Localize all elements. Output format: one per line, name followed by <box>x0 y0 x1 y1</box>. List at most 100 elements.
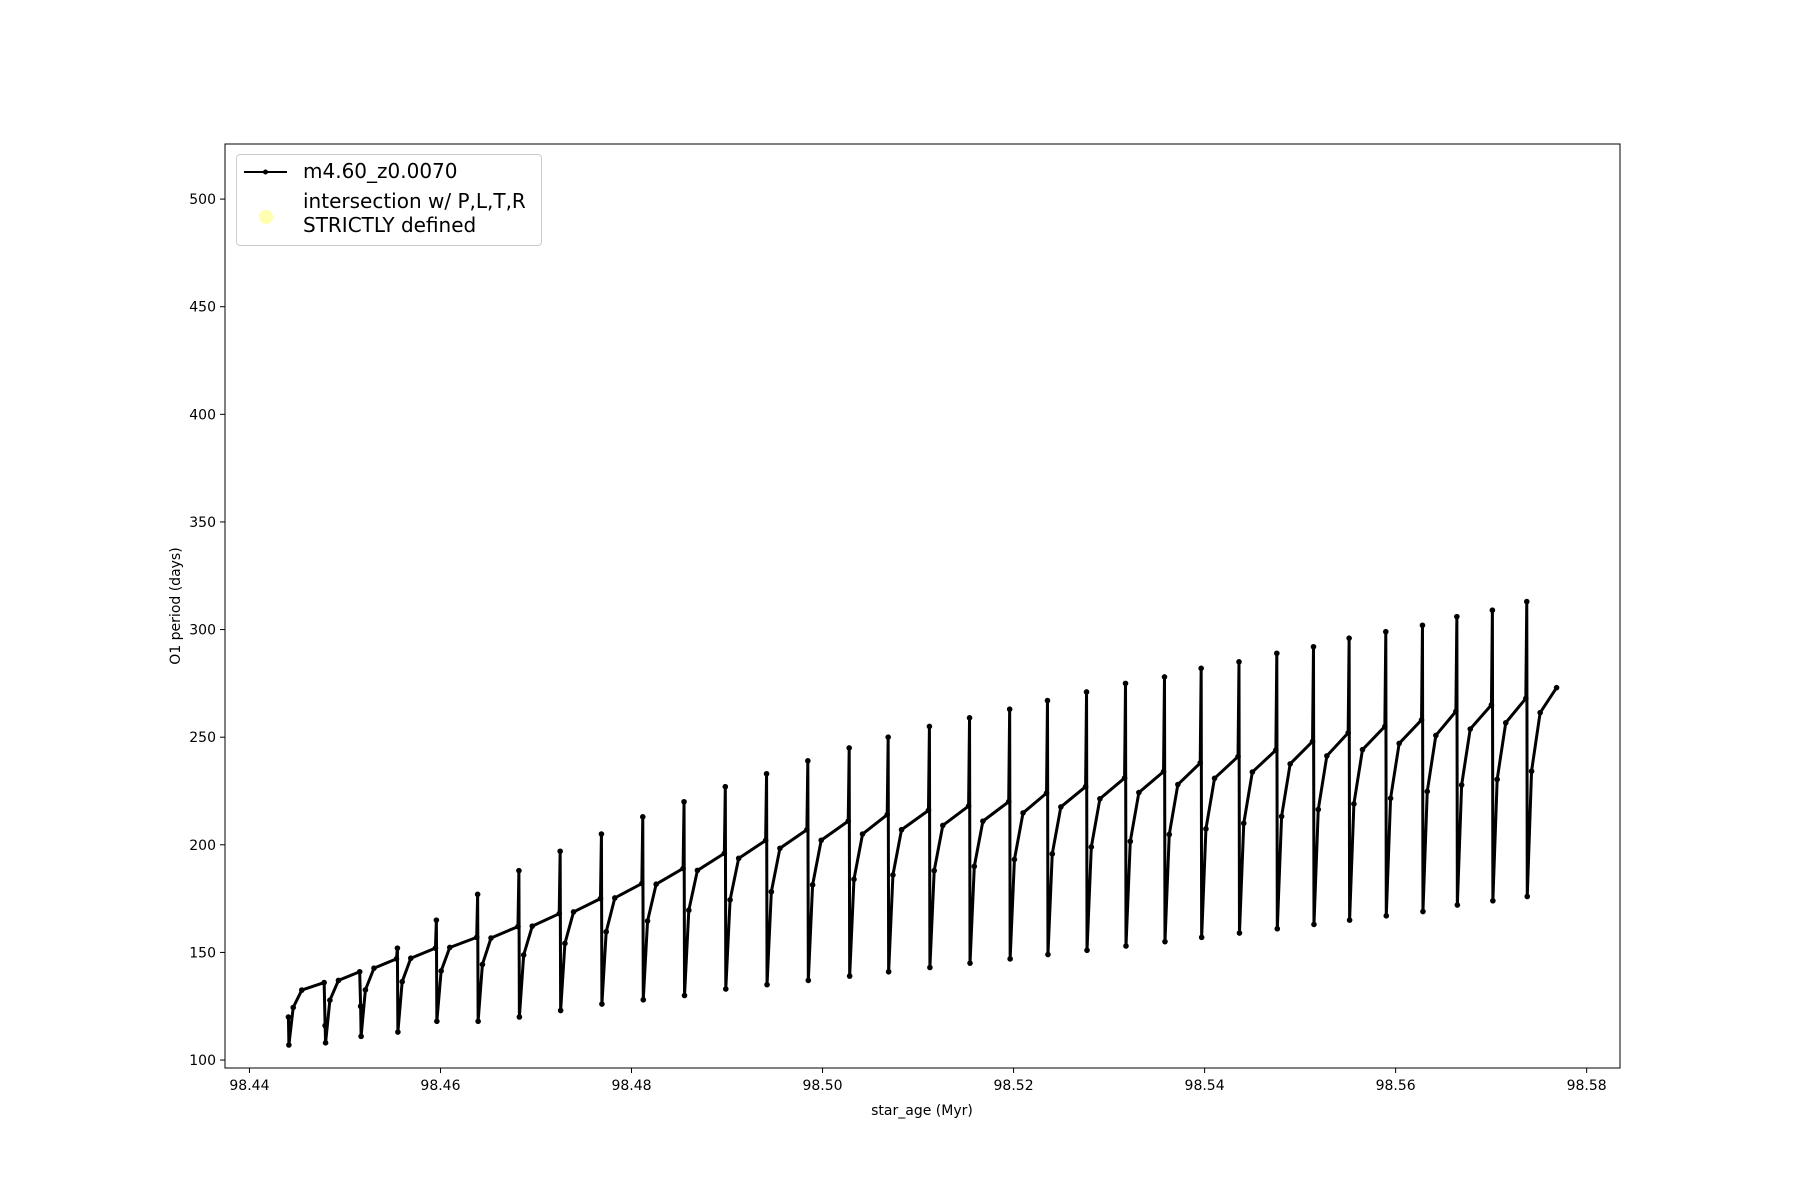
data-point <box>1396 740 1402 747</box>
data-point <box>1346 635 1352 641</box>
data-point <box>727 897 733 903</box>
data-point <box>764 981 770 988</box>
data-point <box>1045 951 1051 958</box>
data-point <box>285 1014 292 1020</box>
data-point <box>818 837 825 844</box>
data-point <box>394 945 401 951</box>
data-point <box>358 1033 364 1040</box>
data-point <box>1419 622 1426 629</box>
data-point <box>603 928 610 935</box>
data-point <box>1160 768 1167 775</box>
data-point <box>721 850 728 857</box>
data-point <box>356 968 363 975</box>
data-point <box>1084 947 1090 954</box>
data-point <box>479 961 486 968</box>
data-point <box>515 923 521 930</box>
data-point <box>1136 789 1142 796</box>
data-point <box>885 968 892 975</box>
data-point <box>971 863 978 870</box>
data-point <box>762 837 769 844</box>
x-tick-label: 98.54 <box>1185 1078 1225 1094</box>
data-point <box>1311 921 1317 928</box>
legend: m4.60_z0.0070 intersection w/ P,L,T,R ST… <box>236 154 542 246</box>
data-point <box>1058 804 1064 810</box>
data-point <box>1097 795 1103 802</box>
data-point <box>1523 598 1530 605</box>
data-point <box>1005 798 1012 805</box>
data-point <box>432 945 439 951</box>
data-point <box>1236 659 1242 665</box>
data-point <box>640 996 647 1003</box>
legend-scatter-key <box>259 210 273 224</box>
data-point <box>1166 831 1173 838</box>
data-point <box>1528 768 1535 774</box>
data-point <box>1382 628 1389 635</box>
data-point <box>557 1007 564 1014</box>
data-point <box>393 956 400 962</box>
y-axis-label: O1 period (days) <box>168 547 184 664</box>
data-point <box>1235 753 1241 760</box>
data-point <box>1490 897 1496 904</box>
data-point <box>1006 706 1013 713</box>
data-point <box>1467 726 1474 732</box>
data-point <box>1161 674 1168 680</box>
data-point <box>885 734 891 740</box>
data-point <box>926 723 933 730</box>
data-point <box>1310 643 1317 650</box>
data-point <box>1122 680 1129 687</box>
data-point <box>1273 747 1279 753</box>
data-point <box>1458 782 1465 788</box>
data-point <box>1274 925 1281 932</box>
y-tick-label: 400 <box>189 407 216 423</box>
data-point <box>529 923 536 929</box>
data-point <box>859 831 866 837</box>
data-point <box>1127 838 1134 845</box>
data-point <box>395 1029 401 1035</box>
data-point <box>1359 746 1366 753</box>
data-point <box>890 872 896 878</box>
data-point <box>1315 806 1322 813</box>
data-point <box>681 798 687 805</box>
data-point <box>599 1001 605 1007</box>
data-point <box>804 826 810 833</box>
data-point <box>884 811 891 818</box>
data-point <box>1346 917 1353 923</box>
y-tick-label: 450 <box>189 300 216 316</box>
data-point <box>1537 709 1543 716</box>
data-point <box>516 867 522 874</box>
data-point <box>570 909 577 915</box>
data-point <box>1082 783 1089 790</box>
data-point <box>1083 689 1090 695</box>
x-tick-label: 98.56 <box>1376 1078 1416 1094</box>
x-tick-label: 98.48 <box>611 1078 651 1094</box>
data-point <box>965 803 972 809</box>
data-point <box>846 745 852 751</box>
data-point <box>1043 790 1050 796</box>
data-point <box>1382 723 1388 730</box>
data-point <box>1453 708 1459 715</box>
data-point <box>1454 613 1460 620</box>
data-point <box>1502 719 1509 726</box>
data-point <box>653 881 659 887</box>
data-point <box>768 888 775 895</box>
data-point <box>520 952 527 958</box>
data-point <box>1240 820 1247 827</box>
data-point <box>1121 775 1128 781</box>
data-point <box>597 895 604 902</box>
data-point <box>475 1018 481 1025</box>
data-point <box>611 895 618 901</box>
data-point <box>562 940 568 947</box>
data-point <box>1553 684 1560 691</box>
data-point <box>1324 753 1330 759</box>
data-point <box>967 960 973 966</box>
y-tick-label: 500 <box>189 192 216 208</box>
y-tick-label: 350 <box>189 515 216 531</box>
y-tick-label: 100 <box>189 1053 216 1069</box>
data-point <box>1420 908 1426 915</box>
y-tick-label: 300 <box>189 623 216 639</box>
data-point <box>1524 893 1531 900</box>
data-point <box>1287 761 1293 767</box>
x-tick-label: 98.44 <box>229 1078 269 1094</box>
